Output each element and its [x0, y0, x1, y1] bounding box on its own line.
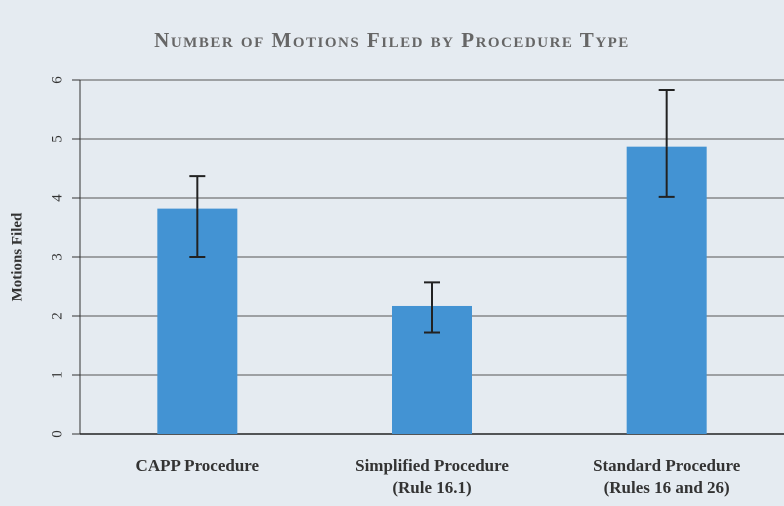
error-bar [424, 281, 440, 334]
y-tick-label: 1 [49, 371, 65, 379]
x-tick-label: Standard Procedure [593, 456, 741, 475]
y-axis-label: Motions Filed [9, 212, 25, 301]
y-tick-label: 0 [49, 430, 65, 438]
x-tick-label: (Rules 16 and 26) [604, 478, 730, 497]
error-bar [658, 89, 675, 198]
y-tick-label: 2 [49, 312, 65, 320]
chart-title: Number of Motions Filed by Procedure Typ… [154, 28, 630, 52]
y-tick-label: 4 [49, 194, 65, 202]
y-tick-label: 5 [49, 135, 65, 143]
y-tick-label: 3 [49, 253, 65, 261]
error-bar [189, 175, 206, 258]
x-tick-label: CAPP Procedure [136, 456, 260, 475]
x-tick-label: Simplified Procedure [355, 456, 509, 475]
y-tick-label: 6 [49, 76, 65, 84]
x-tick-label: (Rule 16.1) [392, 478, 471, 497]
